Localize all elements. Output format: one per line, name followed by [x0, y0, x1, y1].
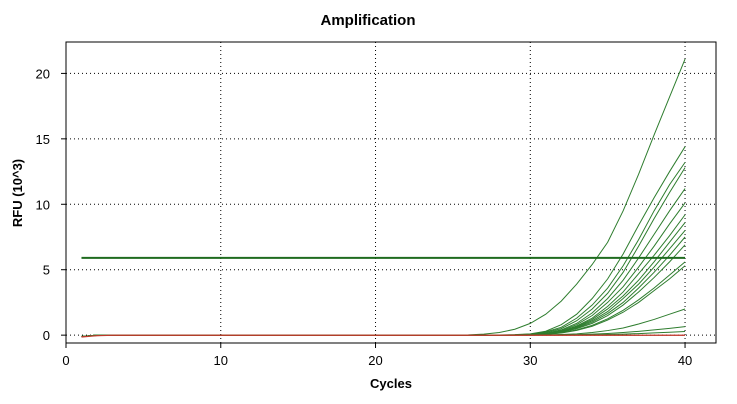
amplification-curve: [81, 236, 686, 337]
amplification-curve: [81, 146, 686, 337]
amplification-curve: [81, 188, 686, 337]
chart-title: Amplification: [320, 12, 415, 29]
amplification-curve: [81, 265, 686, 337]
y-tick-label: 15: [36, 132, 50, 147]
x-tick-label: 20: [368, 353, 382, 368]
x-tick-label: 10: [214, 353, 228, 368]
y-tick-label: 5: [43, 263, 50, 278]
negative-curve: [81, 334, 686, 338]
x-tick-label: 40: [678, 353, 692, 368]
negative-curve: [81, 334, 686, 338]
x-axis-label: Cycles: [370, 376, 412, 391]
amplification-curves: [81, 58, 686, 338]
x-tick-label: 0: [62, 353, 69, 368]
x-tick-label: 30: [523, 353, 537, 368]
grid: [66, 42, 716, 343]
plot-frame: [65, 41, 717, 344]
y-tick-label: 0: [43, 328, 50, 343]
y-tick-label: 20: [36, 66, 50, 81]
y-axis-label: RFU (10^3): [10, 159, 25, 227]
axis-ticks: 0 10 20 30 40 0 5 10 15 20: [36, 66, 693, 368]
y-tick-label: 10: [36, 197, 50, 212]
